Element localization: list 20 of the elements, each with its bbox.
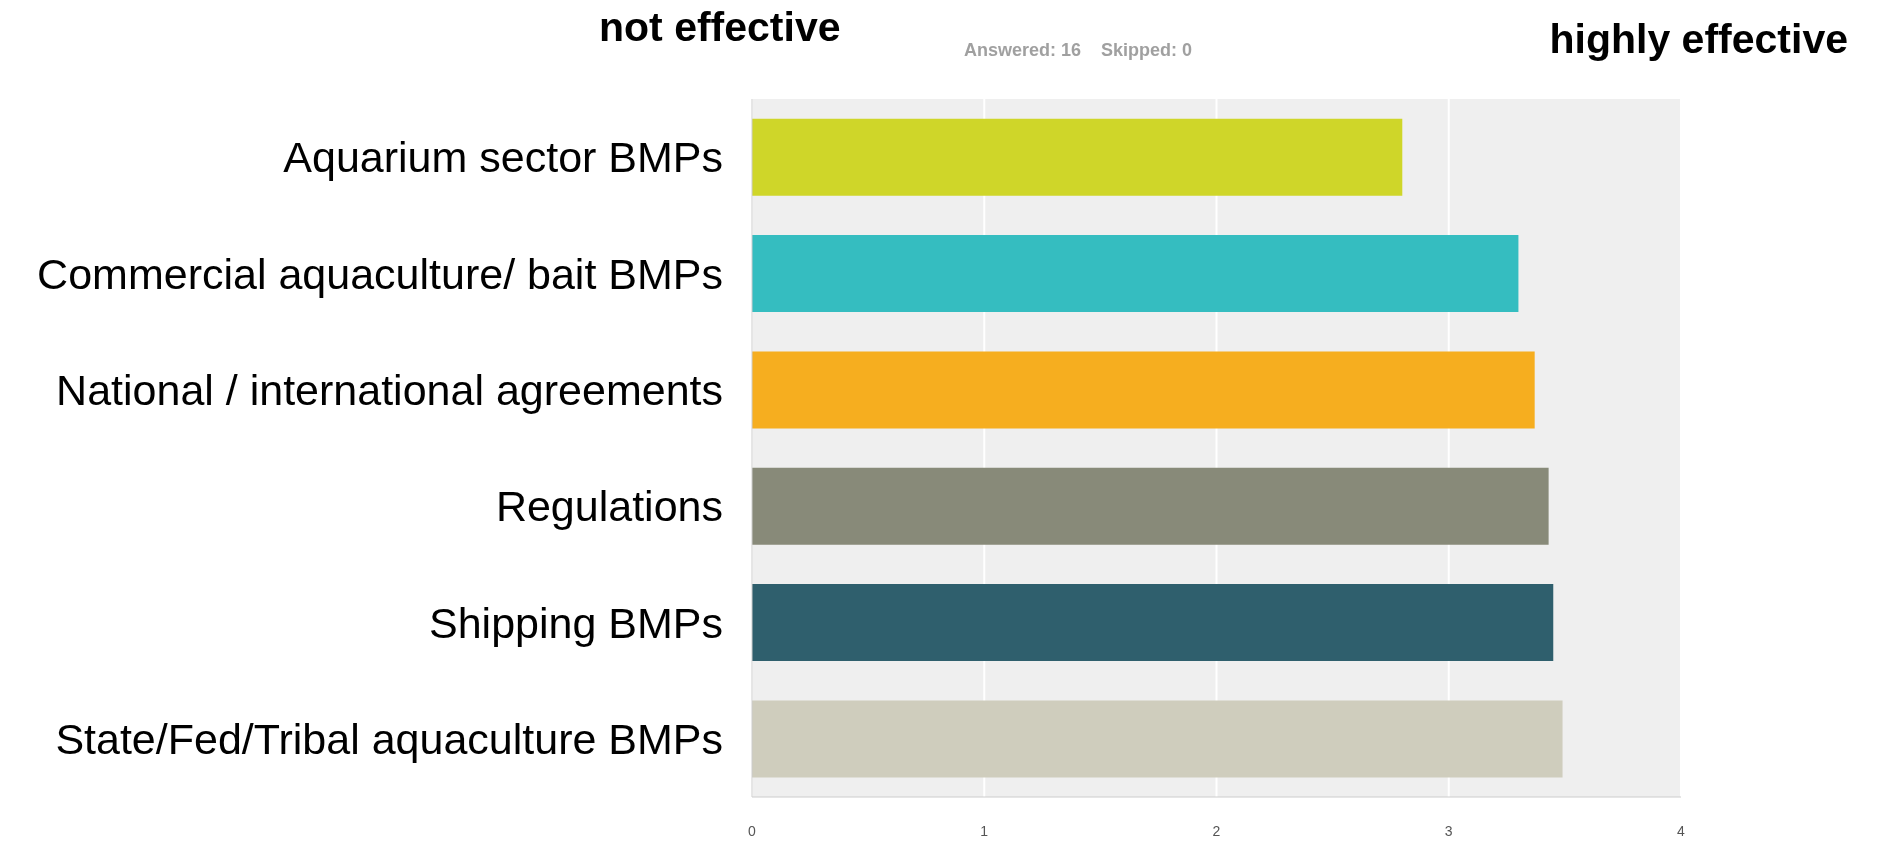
y-tick-label: Shipping BMPs <box>429 598 723 647</box>
y-tick-label: Commercial aquaculture/ bait BMPs <box>37 249 723 298</box>
bar <box>752 351 1535 429</box>
x-tick-label: 2 <box>1212 822 1221 839</box>
bar <box>752 700 1563 778</box>
bar <box>752 118 1403 196</box>
text: not effective <box>599 4 841 51</box>
text: highly effective <box>1549 16 1848 63</box>
bar <box>752 584 1554 662</box>
y-tick-label: State/Fed/Tribal aquaculture BMPs <box>55 715 723 764</box>
y-tick-label: National / international agreements <box>56 366 723 415</box>
bar <box>752 235 1519 313</box>
bar <box>752 467 1549 545</box>
x-tick-label: 1 <box>980 822 989 839</box>
y-tick-label: Aquarium sector BMPs <box>283 133 723 182</box>
x-tick-label: 0 <box>748 822 757 839</box>
chart-subtitle: Answered: 16 Skipped: 0 <box>964 40 1193 61</box>
x-tick-label: 4 <box>1677 822 1686 839</box>
x-tick-label: 3 <box>1444 822 1453 839</box>
y-tick-label: Regulations <box>495 482 723 531</box>
